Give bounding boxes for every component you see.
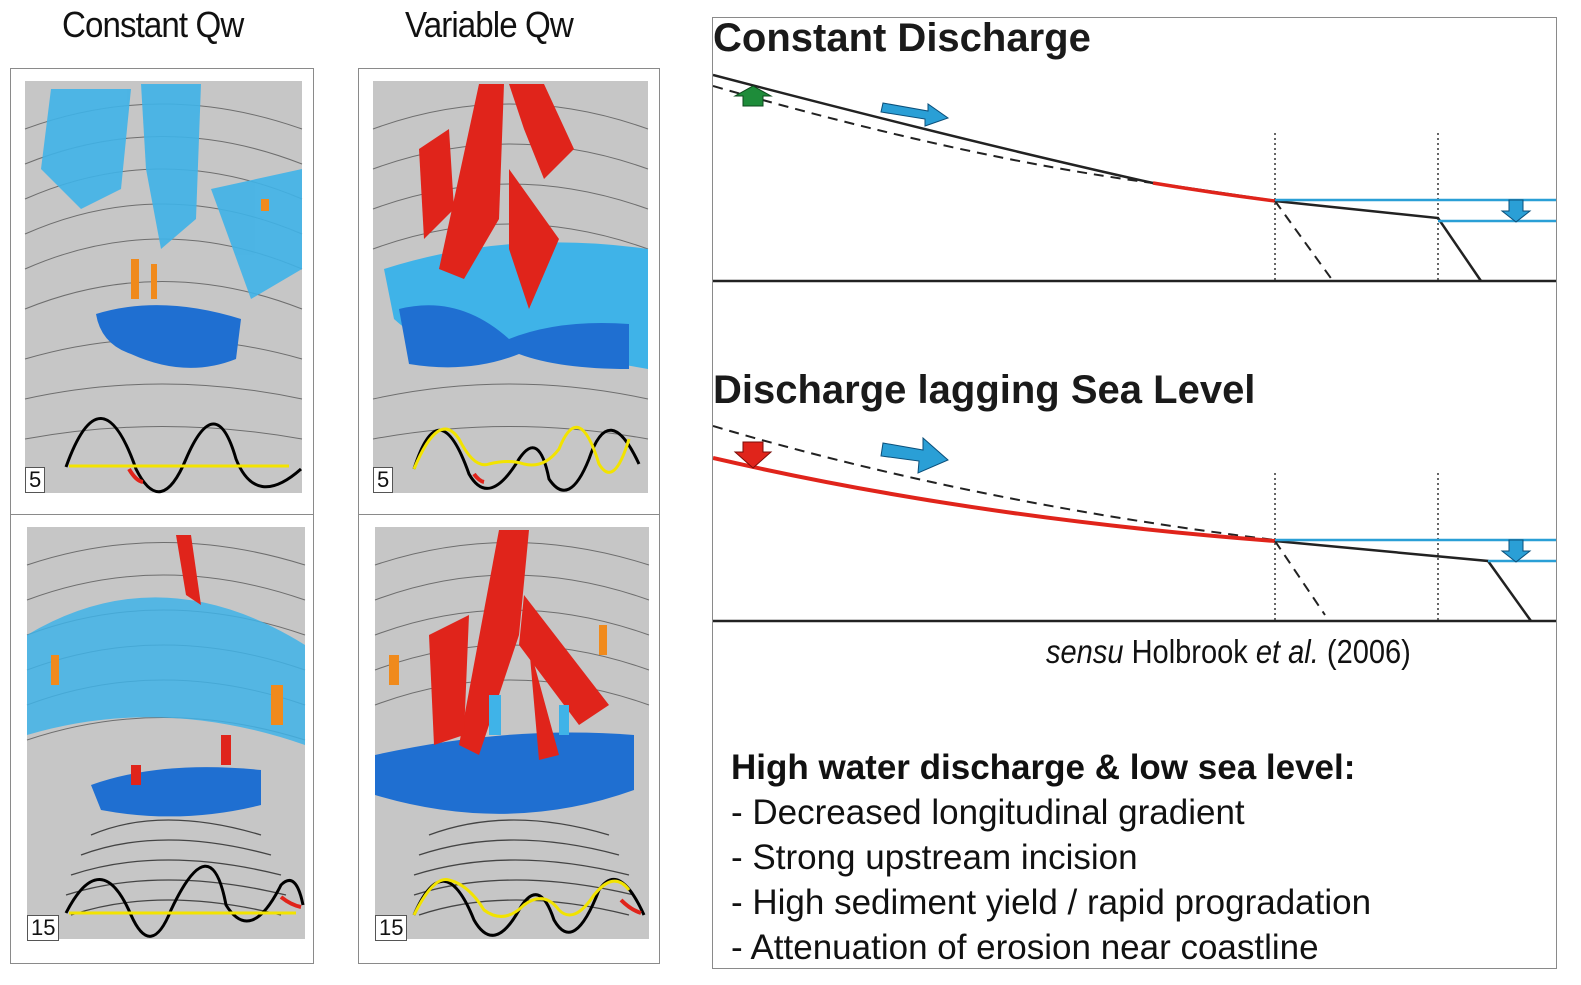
profile-diagram-graphic: [713, 73, 1556, 623]
top-profile-line: [713, 73, 1276, 203]
panel-step-label: 5: [25, 467, 46, 493]
panel-step-label: 15: [375, 915, 408, 941]
column-title-constant-qw: Constant Qw: [62, 4, 244, 45]
bottom-initial-shelf: [1274, 540, 1326, 616]
top-sea-fall-arrow-icon: [1500, 199, 1532, 223]
citation-year: (2006): [1326, 633, 1411, 670]
bottom-flow-arrow-icon: [880, 436, 949, 474]
bottom-sea-fall-arrow-icon: [1500, 539, 1532, 563]
panel-step-label: 15: [27, 915, 60, 941]
summary-item: - Attenuation of erosion near coastline: [731, 928, 1319, 967]
constant-discharge-title: Constant Discharge: [713, 16, 1091, 60]
bottom-erosion-profile: [713, 456, 1276, 543]
citation: sensu Holbrook et al. (2006): [1046, 633, 1411, 671]
top-flow-arrow-icon: [880, 102, 950, 127]
top-erosion-segment: [1152, 181, 1276, 203]
map-panel-variable-5: 5: [358, 68, 660, 516]
citation-sensu: sensu: [1046, 633, 1124, 670]
top-shelf-profile: [1274, 199, 1483, 282]
discharge-lagging-title: Discharge lagging Sea Level: [713, 368, 1256, 412]
panel-step-label: 5: [373, 467, 394, 493]
citation-author: Holbrook: [1131, 633, 1248, 670]
map-variable-5-graphic: [372, 81, 649, 493]
profile-diagram-box: Constant Discharge Discharge lagging Sea…: [712, 16, 1557, 970]
column-title-variable-qw: Variable Qw: [405, 4, 574, 45]
map-panel-constant-5: 5: [10, 68, 314, 516]
incision-arrow-icon: [733, 441, 773, 469]
map-panel-constant-15: 15: [10, 514, 314, 964]
summary-item: - Decreased longitudinal gradient: [731, 793, 1245, 832]
summary-block: High water discharge & low sea level: - …: [731, 746, 1371, 970]
bottom-initial-profile: [713, 425, 1276, 541]
bottom-shelf-profile: [1274, 539, 1533, 622]
top-initial-profile: [713, 85, 1154, 184]
summary-item: - Strong upstream incision: [731, 838, 1138, 877]
map-constant-15-graphic: [26, 527, 306, 939]
summary-item: - High sediment yield / rapid progradati…: [731, 883, 1372, 922]
summary-heading: High water discharge & low sea level:: [731, 748, 1356, 787]
map-panel-variable-15: 15: [358, 514, 660, 964]
citation-etal: et al.: [1255, 633, 1319, 670]
map-constant-5-graphic: [24, 81, 303, 493]
map-variable-15-graphic: [374, 527, 650, 939]
top-initial-shelf: [1274, 200, 1334, 282]
uplift-arrow-icon: [733, 85, 773, 107]
